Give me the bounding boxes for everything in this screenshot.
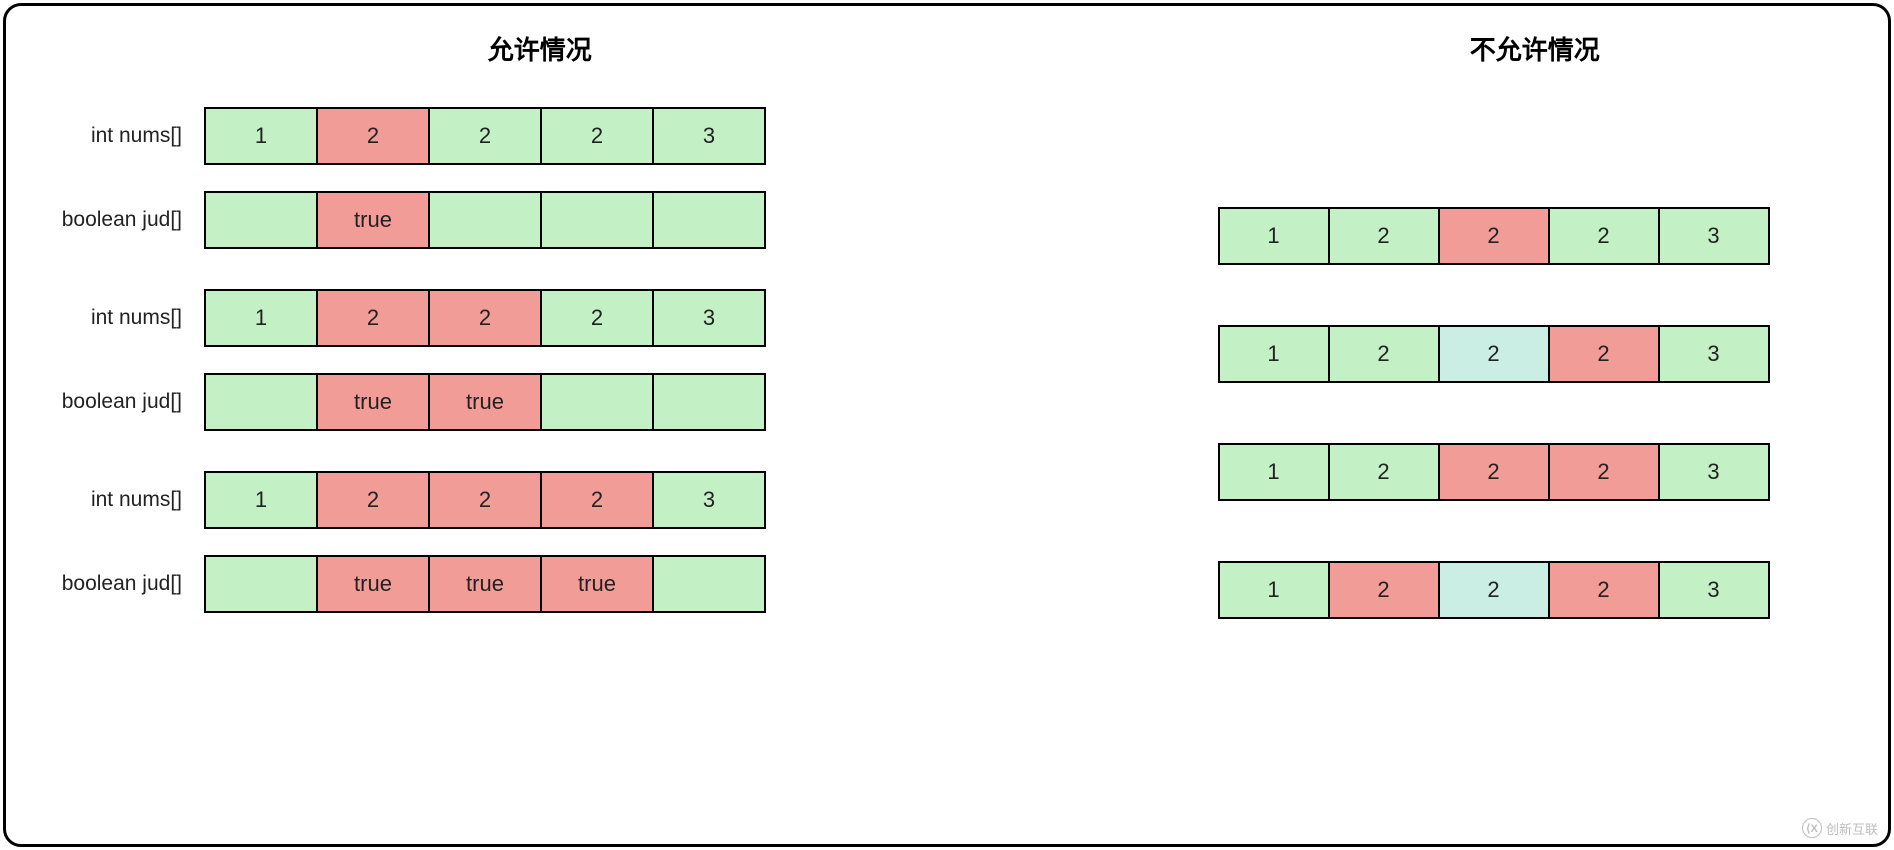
array-cell: 1 (204, 107, 318, 165)
array-cell: 3 (1658, 443, 1770, 501)
array-row: 12223 (1218, 207, 1853, 265)
array-cell: 1 (1218, 443, 1330, 501)
array-cell (428, 191, 542, 249)
array-label: boolean jud[] (42, 208, 204, 232)
array-cell: true (428, 373, 542, 431)
array-cell: 1 (204, 471, 318, 529)
array-label: int nums[] (42, 306, 204, 330)
array-cell (540, 373, 654, 431)
array-cell: 1 (204, 289, 318, 347)
array-group: int nums[]12223boolean jud[]truetruetrue (42, 471, 1038, 613)
array-cell: 2 (428, 107, 542, 165)
array-row: int nums[]12223 (42, 107, 1038, 165)
array-cell: true (316, 555, 430, 613)
array-cell: 2 (1548, 207, 1660, 265)
array-cell: 3 (652, 471, 766, 529)
array-row: boolean jud[] true (42, 191, 1038, 249)
array-group: int nums[]12223boolean jud[]truetrue (42, 289, 1038, 431)
array-group: int nums[]12223boolean jud[]true (42, 107, 1038, 249)
array-cell (540, 191, 654, 249)
left-groups: int nums[]12223boolean jud[]trueint nums… (42, 107, 1038, 653)
array-cell: 3 (652, 107, 766, 165)
array-row: 12223 (1218, 325, 1853, 383)
watermark: ⟨X 创新互联 (1802, 818, 1878, 838)
array-cell: 1 (1218, 207, 1330, 265)
array-cell: 2 (1438, 561, 1550, 619)
array-cell: 2 (1438, 325, 1550, 383)
array-cell: 2 (1548, 325, 1660, 383)
cells-container: truetrue (204, 373, 766, 431)
array-label: int nums[] (42, 124, 204, 148)
array-cell: true (316, 191, 430, 249)
watermark-text: 创新互联 (1826, 819, 1878, 838)
array-cell: true (540, 555, 654, 613)
array-group: 12223 (1218, 325, 1853, 383)
array-group: 12223 (1218, 561, 1853, 619)
array-cell: 2 (1438, 207, 1550, 265)
cells-container: 12223 (1218, 325, 1770, 383)
array-cell: 2 (316, 289, 430, 347)
array-cell: 2 (1328, 561, 1440, 619)
array-cell: 3 (1658, 561, 1770, 619)
array-row: int nums[]12223 (42, 471, 1038, 529)
array-row: boolean jud[]truetruetrue (42, 555, 1038, 613)
array-cell: true (316, 373, 430, 431)
array-row: 12223 (1218, 561, 1853, 619)
cells-container: 12223 (1218, 443, 1770, 501)
array-cell: 2 (316, 107, 430, 165)
array-cell: 2 (428, 471, 542, 529)
array-cell: 2 (316, 471, 430, 529)
array-cell: 1 (1218, 325, 1330, 383)
array-cell: 2 (540, 471, 654, 529)
diagram-frame: 允许情况 int nums[]12223boolean jud[]trueint… (3, 3, 1891, 847)
array-row: int nums[]12223 (42, 289, 1038, 347)
right-spacer (1218, 107, 1853, 207)
array-cell (204, 555, 318, 613)
array-row: 12223 (1218, 443, 1853, 501)
array-cell: 2 (540, 289, 654, 347)
array-cell: 2 (1328, 207, 1440, 265)
array-row: boolean jud[]truetrue (42, 373, 1038, 431)
array-cell: 1 (1218, 561, 1330, 619)
columns-container: 允许情况 int nums[]12223boolean jud[]trueint… (42, 30, 1852, 820)
array-label: int nums[] (42, 488, 204, 512)
array-cell (652, 373, 766, 431)
array-cell: 3 (652, 289, 766, 347)
cells-container: truetruetrue (204, 555, 766, 613)
array-cell: 2 (1548, 443, 1660, 501)
array-group: 12223 (1218, 443, 1853, 501)
array-cell (652, 555, 766, 613)
array-cell: 2 (1328, 325, 1440, 383)
array-cell: true (428, 555, 542, 613)
array-cell: 3 (1658, 207, 1770, 265)
watermark-logo-icon: ⟨X (1802, 818, 1822, 838)
array-cell: 2 (1328, 443, 1440, 501)
array-cell: 2 (1548, 561, 1660, 619)
right-column: 不允许情况 12223122231222312223 (1038, 30, 1853, 820)
right-title: 不允许情况 (1218, 30, 1853, 67)
array-cell (652, 191, 766, 249)
cells-container: 12223 (1218, 561, 1770, 619)
array-cell (204, 373, 318, 431)
array-cell: 2 (428, 289, 542, 347)
array-cell: 2 (1438, 443, 1550, 501)
cells-container: true (204, 191, 766, 249)
cells-container: 12223 (204, 107, 766, 165)
cells-container: 12223 (204, 289, 766, 347)
array-label: boolean jud[] (42, 390, 204, 414)
array-cell: 3 (1658, 325, 1770, 383)
array-label: boolean jud[] (42, 572, 204, 596)
array-group: 12223 (1218, 207, 1853, 265)
left-title: 允许情况 (42, 30, 1038, 67)
cells-container: 12223 (1218, 207, 1770, 265)
array-cell: 2 (540, 107, 654, 165)
right-groups: 12223122231222312223 (1218, 207, 1853, 679)
cells-container: 12223 (204, 471, 766, 529)
array-cell (204, 191, 318, 249)
left-column: 允许情况 int nums[]12223boolean jud[]trueint… (42, 30, 1038, 820)
